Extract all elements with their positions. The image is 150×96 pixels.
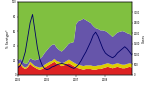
Y-axis label: Cases: Cases — [141, 34, 146, 43]
Y-axis label: % Serotype*: % Serotype* — [6, 29, 10, 48]
